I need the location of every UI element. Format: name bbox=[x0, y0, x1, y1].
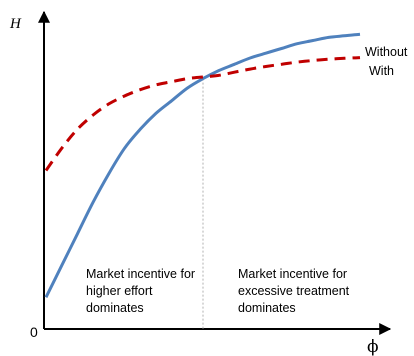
y-axis-label: H bbox=[9, 16, 22, 32]
annotation-left-line-2: higher effort bbox=[86, 284, 153, 298]
annotation-right-line-3: dominates bbox=[238, 301, 296, 315]
origin-label: 0 bbox=[30, 324, 38, 340]
legend-label-without: Without bbox=[365, 45, 408, 59]
annotation-left-line-3: dominates bbox=[86, 301, 144, 315]
series-line-without bbox=[44, 32, 361, 298]
annotation-right: Market incentive for excessive treatment… bbox=[238, 267, 350, 315]
annotation-left-line-1: Market incentive for bbox=[86, 267, 195, 281]
annotation-left: Market incentive for higher effort domin… bbox=[86, 267, 195, 315]
x-axis-label: ϕ bbox=[367, 337, 379, 356]
annotation-right-line-2: excessive treatment bbox=[238, 284, 350, 298]
annotation-right-line-1: Market incentive for bbox=[238, 267, 347, 281]
legend-label-with: With bbox=[369, 64, 394, 78]
series-line-with bbox=[44, 56, 361, 172]
